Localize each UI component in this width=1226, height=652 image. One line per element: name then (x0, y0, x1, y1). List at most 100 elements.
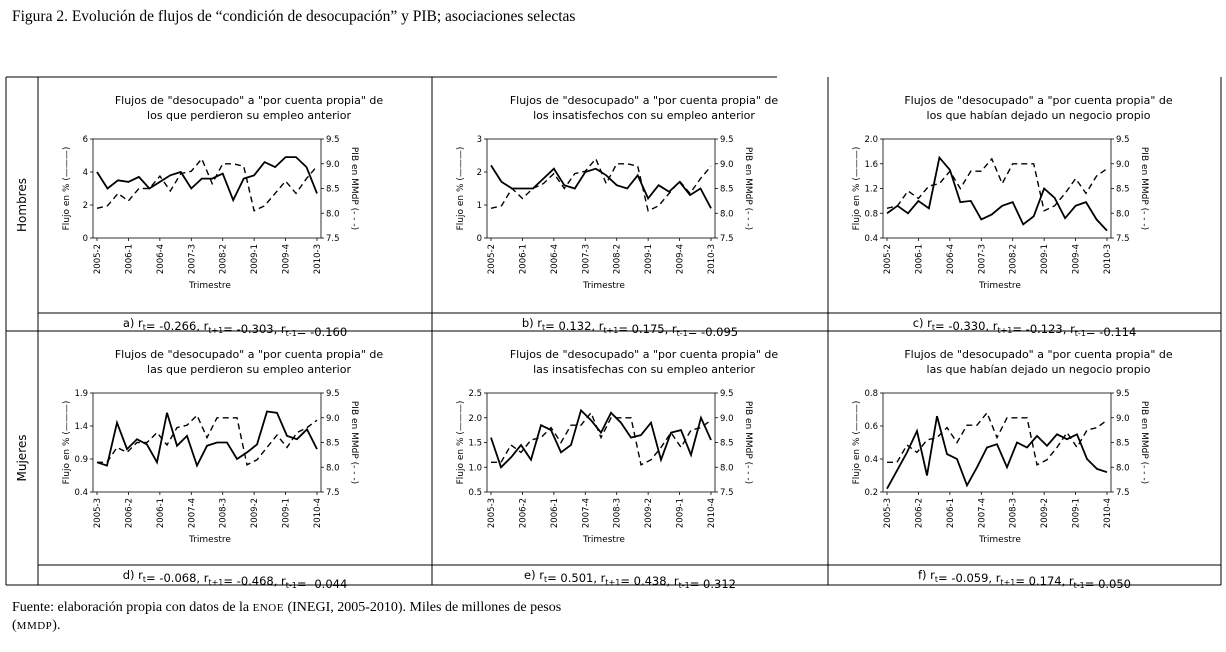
y2-tick-label: 7.5 (326, 234, 340, 244)
x-tick-label: 2010-3 (707, 244, 717, 274)
y-tick-label: 1.9 (74, 389, 88, 399)
chart-title-line: las insatisfechas con su empleo anterior (533, 363, 755, 376)
series-pib-line (97, 414, 318, 466)
y2-tick-label: 9.0 (720, 414, 734, 424)
y2-tick-label: 8.0 (326, 209, 340, 219)
x-tick-label: 2010-3 (313, 244, 323, 274)
y2-tick-label: 9.5 (720, 135, 734, 145)
plot-area (882, 392, 1112, 493)
y-tick-label: 1.2 (864, 185, 878, 195)
x-tick-label: 2008-3 (613, 498, 623, 528)
series-pib-line (886, 157, 1108, 212)
series-flujo-line (886, 415, 1108, 490)
x-axis-label: Trimestre (582, 281, 625, 291)
y2-tick-label: 7.5 (326, 488, 340, 498)
row-label-mujeres: Mujeres (15, 435, 29, 482)
y2-tick-label: 8.5 (720, 439, 734, 449)
chart-title-line: las que perdieron su empleo anterior (147, 363, 351, 376)
y2-axis-label: PIB en MMdP (- - -) (349, 401, 359, 484)
chart-caption: c) rt= -0.330, rt+1= -0.123, rt-1= -0.11… (913, 316, 1137, 339)
y2-tick-label: 7.5 (1116, 234, 1130, 244)
chart-caption: f) rt= -0.059, rt+1= 0.174, rt-1= 0.050 (918, 568, 1131, 591)
y2-tick-label: 8.0 (1116, 463, 1130, 473)
y2-axis-label: PIB en MMdP (- - -) (349, 147, 359, 230)
x-tick-label: 2005-2 (487, 244, 497, 274)
chart-title-line: Flujos de "desocupado" a "por cuenta pro… (510, 348, 779, 361)
chart-d: Flujos de "desocupado" a "por cuenta pro… (62, 348, 383, 591)
x-tick-label: 2010-3 (1103, 244, 1113, 274)
chart-caption: b) rt= 0.132, rt+1= 0.175, rt-1= -0.095 (522, 316, 738, 339)
chart-f: Flujos de "desocupado" a "por cuenta pro… (852, 348, 1173, 591)
figure-title: Figura 2. Evolución de flujos de “condic… (12, 8, 576, 25)
x-tick-label: 2010-4 (707, 498, 717, 528)
x-tick-label: 2005-3 (883, 498, 893, 528)
y2-tick-label: 8.5 (720, 185, 734, 195)
source-enoe: ENOE (252, 602, 284, 614)
y-tick-label: 0.9 (74, 455, 88, 465)
source-suffix: ). (52, 618, 61, 633)
series-pib-line (490, 157, 712, 212)
y2-tick-label: 8.5 (1116, 439, 1130, 449)
x-tick-label: 2009-1 (282, 498, 292, 528)
plot-area (92, 392, 322, 493)
x-tick-label: 2005-2 (93, 244, 103, 274)
x-tick-label: 2008-2 (1009, 244, 1019, 274)
y2-tick-label: 8.5 (326, 185, 340, 195)
plot-area (486, 392, 716, 493)
series-flujo-line (490, 408, 712, 469)
x-tick-label: 2009-1 (1040, 244, 1050, 274)
source-mid: (INEGI, 2005-2010). Miles de millones de… (12, 600, 562, 633)
y-tick-label: 2 (83, 201, 88, 211)
chart-title-line: Flujos de "desocupado" a "por cuenta pro… (510, 94, 779, 107)
y2-tick-label: 9.5 (326, 389, 340, 399)
y2-tick-label: 8.0 (720, 463, 734, 473)
x-tick-label: 2008-2 (219, 244, 229, 274)
y2-tick-label: 9.5 (720, 389, 734, 399)
x-tick-label: 2006-4 (946, 244, 956, 274)
y2-axis-label: PIB en MMdP (- - -) (743, 147, 753, 230)
x-tick-label: 2007-3 (581, 244, 591, 274)
chart-caption: e) rt= 0.501, rt+1= 0.438, rt-1= 0.312 (524, 568, 736, 591)
chart-panels: Flujos de "desocupado" a "por cuenta pro… (62, 94, 1173, 591)
y-tick-label: 1.5 (468, 439, 482, 449)
y-tick-label: 0 (477, 234, 482, 244)
x-tick-label: 2007-4 (581, 498, 591, 528)
x-tick-label: 2006-1 (550, 498, 560, 528)
y-tick-label: 3 (477, 135, 482, 145)
x-tick-label: 2006-2 (518, 498, 528, 528)
y-tick-label: 0.5 (468, 488, 482, 498)
x-tick-label: 2008-3 (219, 498, 229, 528)
x-tick-label: 2010-4 (1103, 498, 1113, 528)
x-tick-label: 2008-2 (613, 244, 623, 274)
y-tick-label: 0 (83, 234, 88, 244)
y-tick-label: 0.6 (864, 422, 878, 432)
y-tick-label: 0.4 (864, 455, 878, 465)
x-axis-label: Trimestre (582, 535, 625, 545)
x-tick-label: 2006-4 (156, 244, 166, 274)
y-tick-label: 1.4 (74, 422, 88, 432)
series-pib-line (96, 157, 318, 212)
x-tick-label: 2009-1 (644, 244, 654, 274)
y2-tick-label: 8.0 (720, 209, 734, 219)
source-mmdp: MMDP (16, 620, 53, 632)
y-axis-label: Flujo en % (———) (852, 401, 862, 485)
x-tick-label: 2005-3 (487, 498, 497, 528)
y-tick-label: 0.8 (864, 389, 878, 399)
y2-tick-label: 8.0 (1116, 209, 1130, 219)
y2-tick-label: 7.5 (1116, 488, 1130, 498)
x-tick-label: 2005-3 (93, 498, 103, 528)
x-tick-label: 2009-4 (676, 244, 686, 274)
y2-tick-label: 9.0 (720, 160, 734, 170)
figure-source: Fuente: elaboración propia con datos de … (12, 599, 612, 635)
y-tick-label: 0.4 (74, 488, 88, 498)
chart-a: Flujos de "desocupado" a "por cuenta pro… (62, 94, 383, 339)
x-tick-label: 2006-4 (550, 244, 560, 274)
y2-tick-label: 9.5 (1116, 135, 1130, 145)
x-tick-label: 2006-2 (124, 498, 134, 528)
y-axis-label: Flujo en % (———) (62, 401, 72, 485)
chart-title-line: Flujos de "desocupado" a "por cuenta pro… (115, 94, 384, 107)
x-tick-label: 2009-2 (644, 498, 654, 528)
x-tick-label: 2006-1 (946, 498, 956, 528)
y-tick-label: 0.2 (864, 488, 878, 498)
